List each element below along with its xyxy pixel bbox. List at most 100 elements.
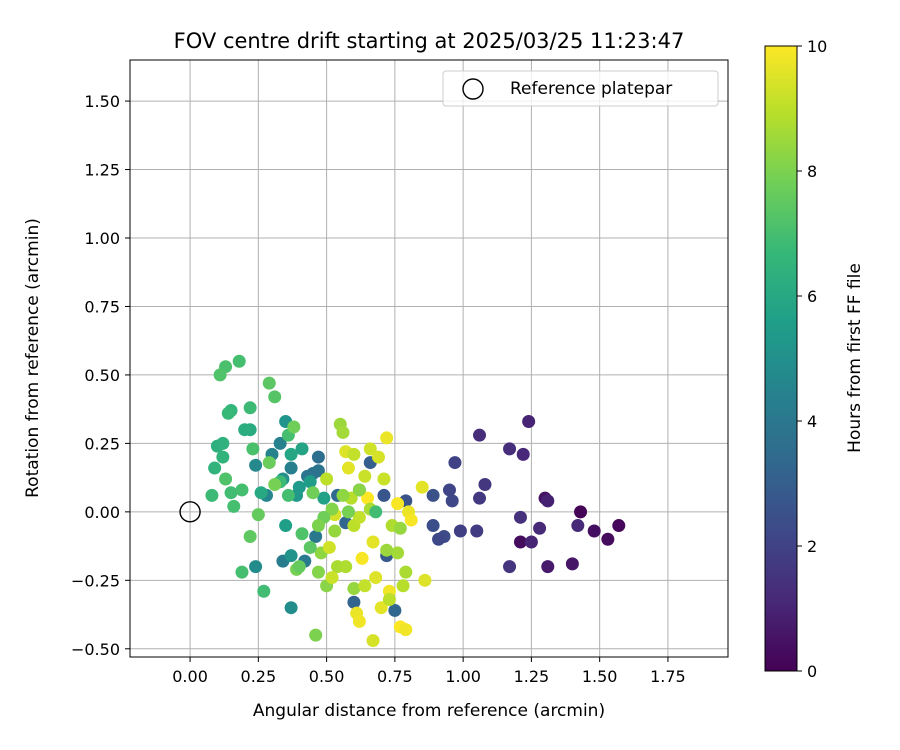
scatter-point [341, 505, 355, 519]
scatter-point [221, 406, 235, 420]
scatter-point [347, 582, 361, 596]
scatter-point [243, 401, 257, 415]
scatter-point [292, 560, 306, 574]
scatter-point [453, 524, 467, 538]
scatter-point [249, 560, 263, 574]
plot-frame [129, 59, 729, 658]
y-tick-label: 1.50 [84, 92, 120, 111]
scatter-point [219, 472, 233, 486]
scatter-point [317, 491, 331, 505]
scatter-point [371, 450, 385, 464]
scatter-point [377, 488, 391, 502]
scatter-point [243, 530, 257, 544]
scatter-point [287, 420, 301, 434]
scatter-point [393, 521, 407, 535]
colorbar-gradient [764, 45, 798, 672]
scatter-point [355, 551, 369, 565]
x-tick-label: 0.75 [377, 667, 413, 686]
scatter-point [522, 414, 536, 428]
scatter-point [268, 390, 282, 404]
scatter-point [216, 450, 230, 464]
colorbar-ticks: 0 2 4 6 8 10 [797, 37, 827, 681]
scatter-point [380, 431, 394, 445]
scatter-point [374, 601, 388, 615]
scatter-point [320, 472, 334, 486]
legend-box [442, 70, 719, 107]
scatter-point [284, 601, 298, 615]
scatter-point [325, 502, 339, 516]
scatter-point [478, 477, 492, 491]
scatter-point [363, 442, 377, 456]
scatter-point [306, 486, 320, 500]
scatter-point [284, 447, 298, 461]
scatter-point [213, 368, 227, 382]
scatter-point [254, 486, 268, 500]
scatter-point [380, 543, 394, 557]
scatter-point [399, 565, 413, 579]
scatter-point [311, 565, 325, 579]
scatter-point [311, 464, 325, 478]
scatter-point [426, 519, 440, 533]
scatter-point [205, 488, 219, 502]
x-tick-label: 1.50 [582, 667, 618, 686]
scatter-point [352, 483, 366, 497]
legend-marker-open-circle-icon [462, 78, 484, 100]
y-tick-label: −0.25 [71, 571, 120, 590]
scatter-point [426, 488, 440, 502]
scatter-point [524, 535, 538, 549]
colorbar-tick-label: 10 [807, 37, 827, 56]
scatter-point [571, 519, 585, 533]
scatter-point [442, 483, 456, 497]
y-axis-ticks: −0.50 −0.25 0.00 0.25 0.50 0.75 1.00 1.25 1.50 [71, 92, 130, 659]
scatter-point [341, 461, 355, 475]
y-tick-label: 1.00 [84, 229, 120, 248]
scatter-point [262, 376, 276, 390]
y-tick-label: −0.50 [71, 640, 120, 659]
scatter-point [541, 560, 555, 574]
legend-label: Reference platepar [510, 79, 672, 99]
scatter-point [388, 603, 402, 617]
scatter-point [311, 519, 325, 533]
y-tick-label: 0.25 [84, 434, 120, 453]
scatter-point [208, 461, 222, 475]
x-axis-ticks: 0.00 0.25 0.50 0.75 1.00 1.25 1.50 1.75 [172, 657, 686, 686]
scatter-point [470, 524, 484, 538]
scatter-point [303, 475, 317, 489]
colorbar-tick-label: 8 [807, 162, 817, 181]
scatter-point [273, 436, 287, 450]
scatter-point [295, 527, 309, 541]
scatter-point [574, 505, 588, 519]
x-tick-label: 1.25 [514, 667, 550, 686]
scatter-point [533, 521, 547, 535]
scatter-point [339, 560, 353, 574]
grid [130, 60, 728, 657]
scatter-point [322, 540, 336, 554]
scatter-point [295, 442, 309, 456]
colorbar-tick-label: 6 [807, 287, 817, 306]
scatter-point [396, 579, 410, 593]
scatter-point [281, 488, 295, 502]
scatter-point [347, 595, 361, 609]
scatter-point [369, 571, 383, 585]
scatter-point [284, 461, 298, 475]
scatter-point [473, 491, 487, 505]
scatter-point [325, 571, 339, 585]
scatter-point [445, 494, 459, 508]
x-tick-label: 0.00 [172, 667, 208, 686]
y-axis-label: Rotation from reference (arcmin) [23, 218, 43, 498]
scatter-point [262, 456, 276, 470]
scatter-point [279, 519, 293, 533]
x-axis-label: Angular distance from reference (arcmin) [253, 701, 605, 721]
colorbar-tick-label: 2 [807, 537, 817, 556]
scatter-point [404, 513, 418, 527]
chart-title: FOV centre drift starting at 2025/03/25 … [174, 29, 685, 53]
colorbar-tick-label: 4 [807, 412, 817, 431]
scatter-point [257, 584, 271, 598]
scatter-point [352, 614, 366, 628]
scatter-point [516, 447, 530, 461]
data-points [205, 354, 626, 648]
scatter-point [415, 480, 429, 494]
legend: Reference platepar [442, 70, 719, 107]
scatter-point [303, 540, 317, 554]
